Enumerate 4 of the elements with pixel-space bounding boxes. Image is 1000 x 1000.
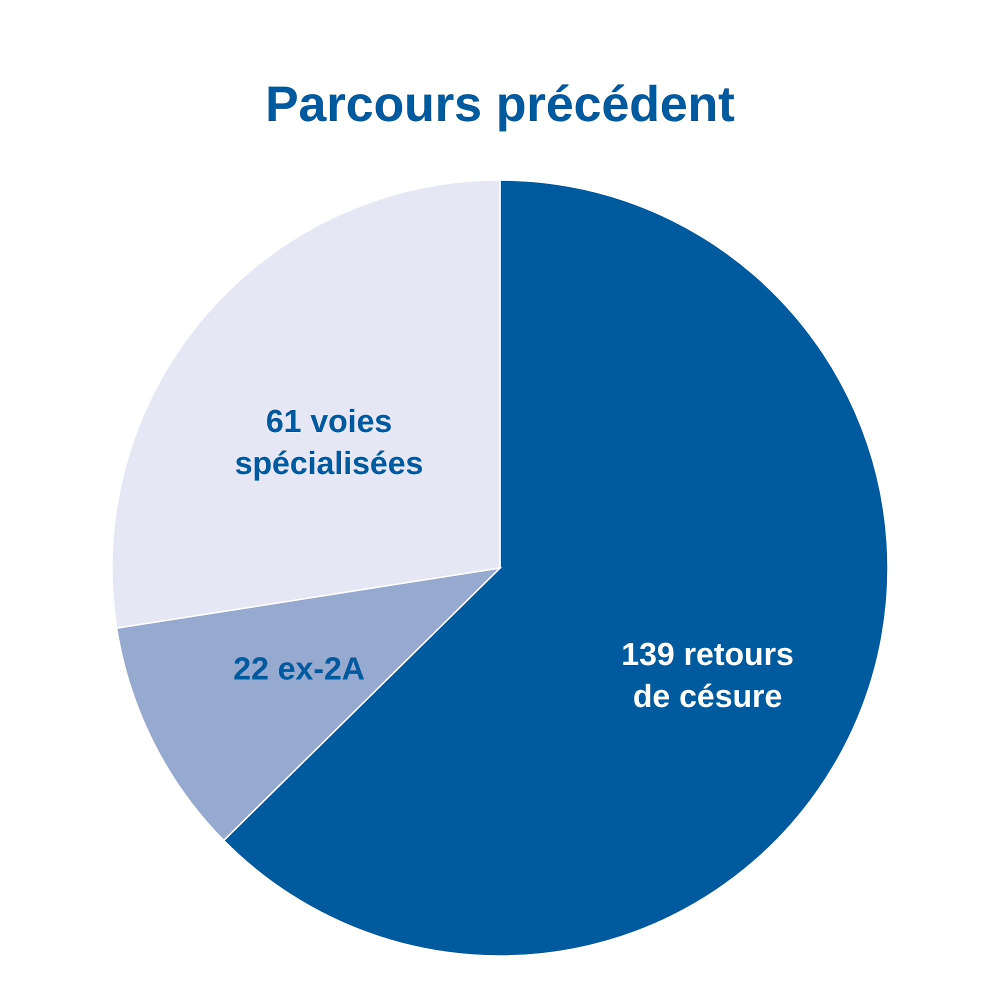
chart-title: Parcours précédent	[265, 76, 736, 132]
slice-label: 22 ex-2A	[233, 650, 365, 686]
slice-label: 139 retours de césure	[621, 636, 794, 714]
slice-label: 61 voies spécialisées	[234, 402, 424, 481]
